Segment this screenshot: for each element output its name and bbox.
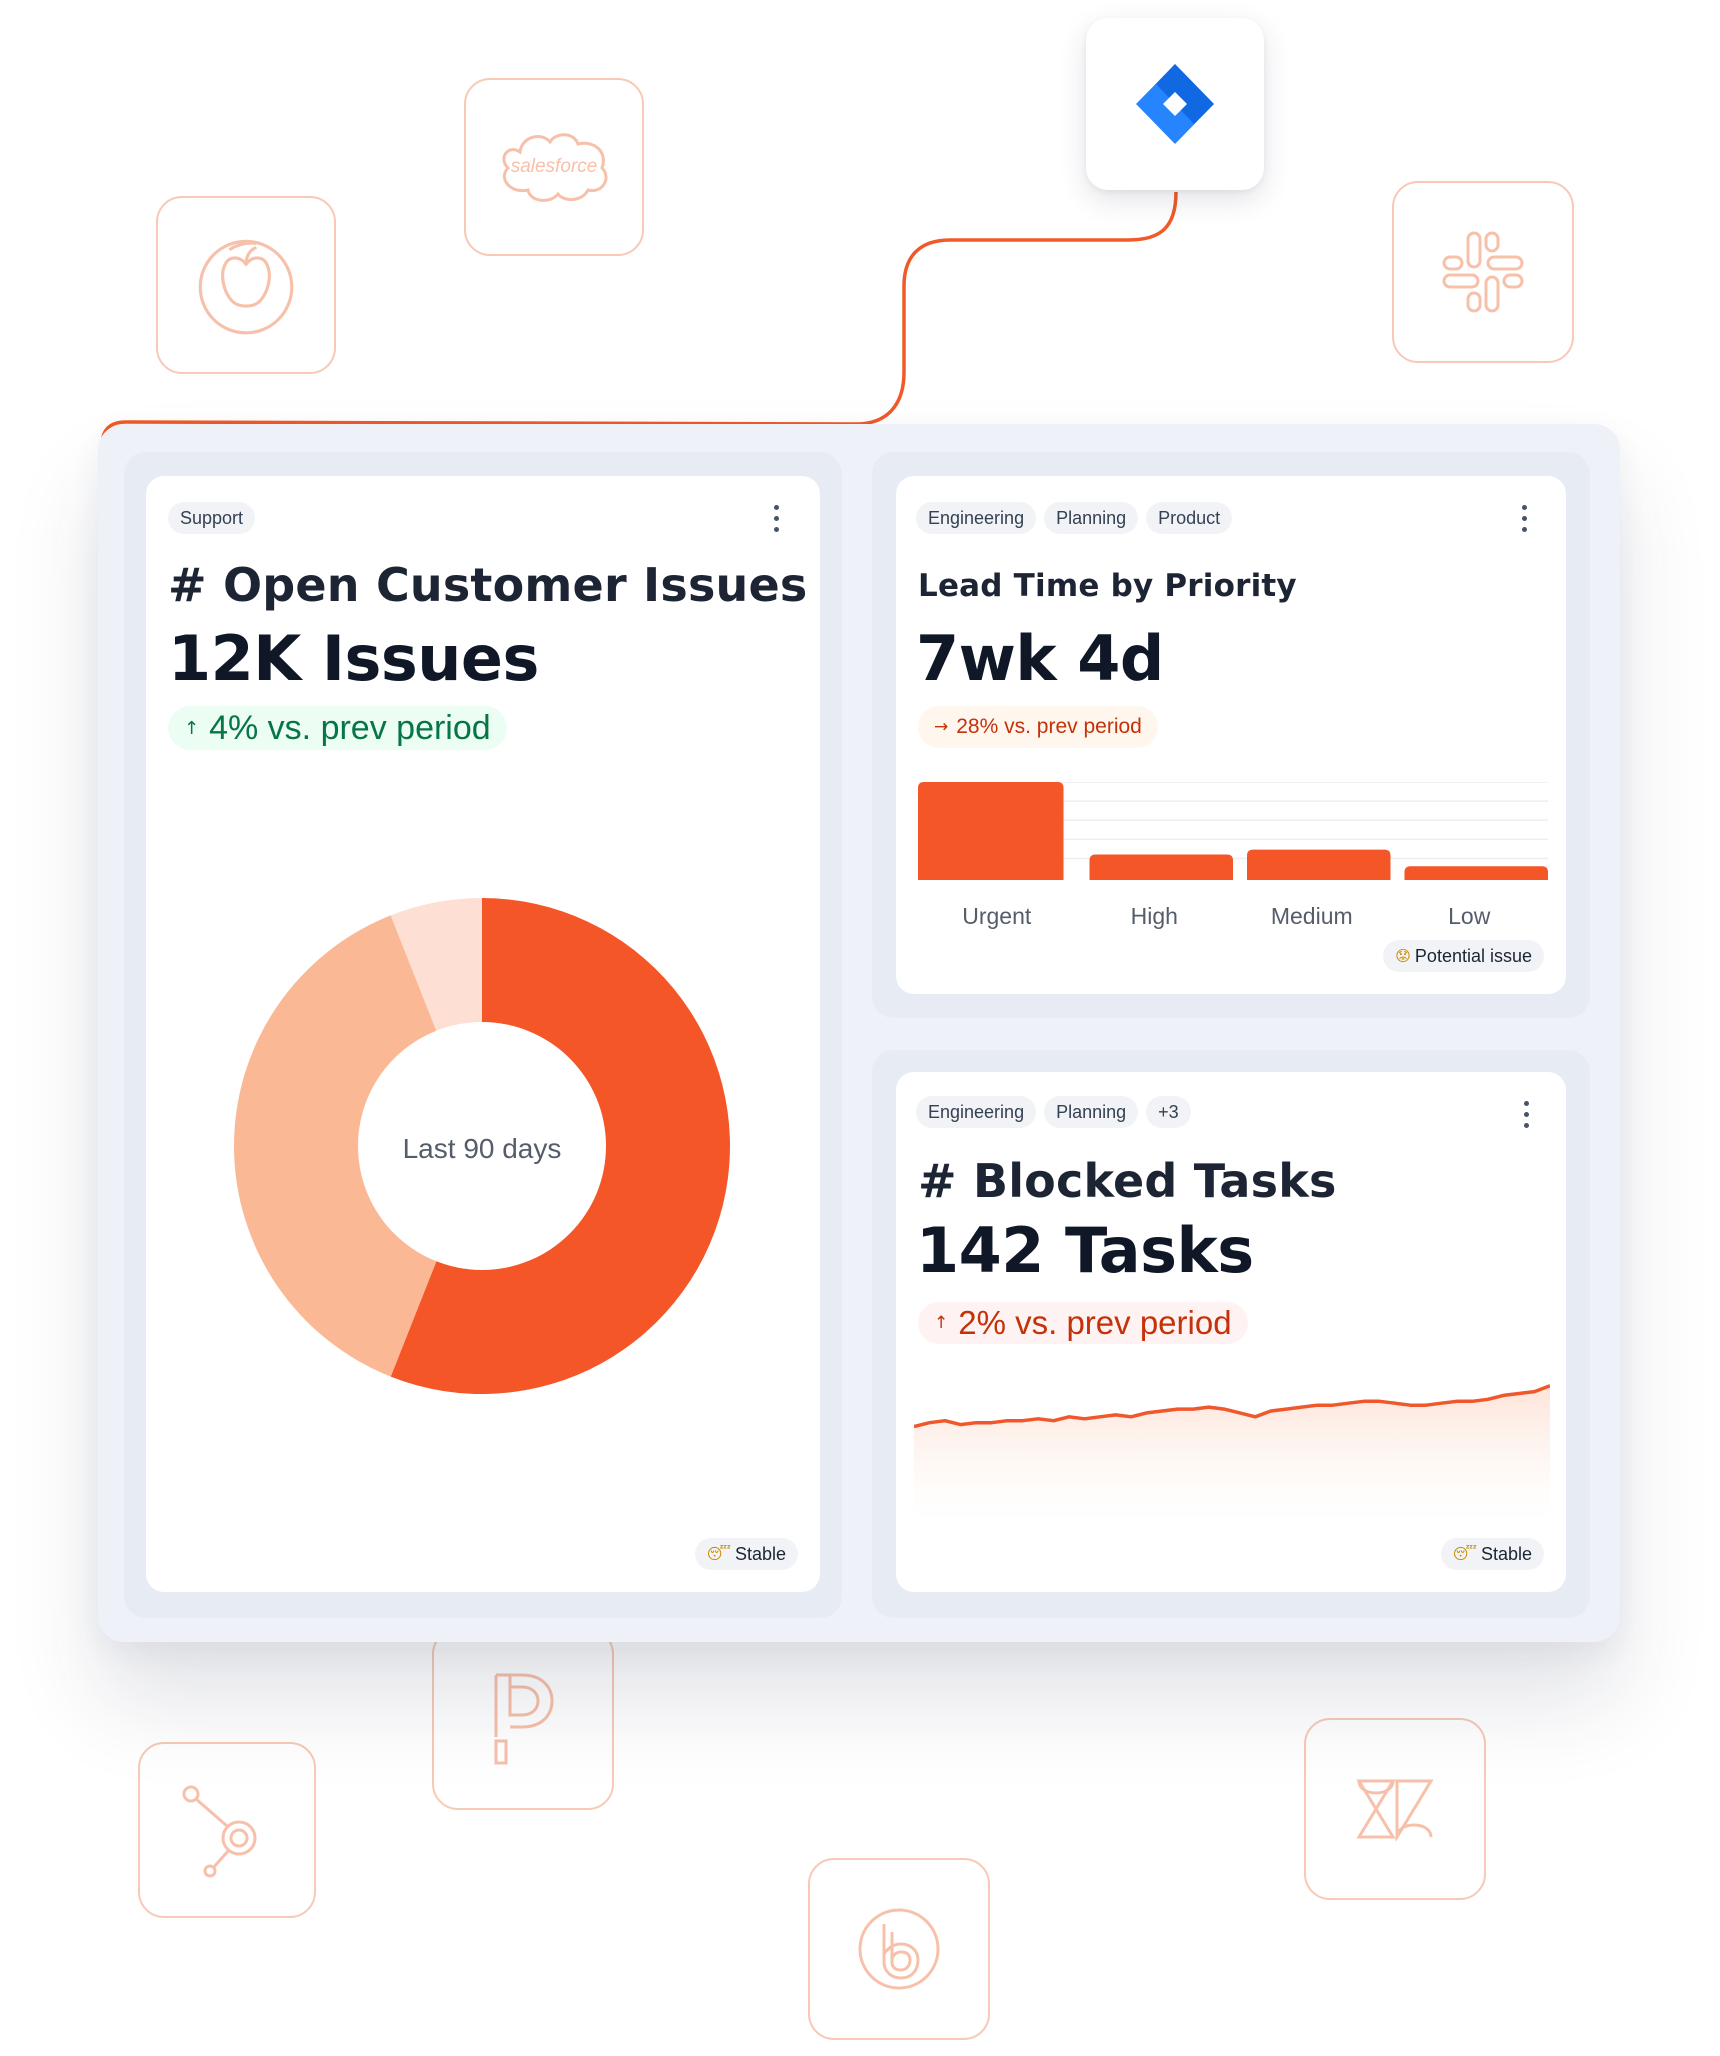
hubspot-tile bbox=[138, 1742, 316, 1918]
blocked-tasks-area-chart bbox=[914, 1384, 1550, 1522]
arrow-up-icon: ↑ bbox=[184, 717, 200, 739]
bar-high[interactable] bbox=[1089, 854, 1234, 880]
bar-label-urgent: Urgent bbox=[962, 903, 1032, 929]
blocked-tasks-menu-button[interactable] bbox=[1516, 1094, 1536, 1134]
donut-hole bbox=[358, 1022, 606, 1270]
arrow-up-icon: ↑ bbox=[934, 1313, 949, 1333]
pipedrive-tile bbox=[432, 1628, 614, 1810]
blocked-tasks-status-badge: 😴 Stable bbox=[1440, 1538, 1544, 1570]
lead-time-tags: Engineering Planning Product bbox=[916, 502, 1233, 534]
bar-urgent[interactable] bbox=[918, 782, 1064, 880]
tag-planning[interactable]: Planning bbox=[1044, 502, 1139, 534]
tag-support[interactable]: Support bbox=[168, 502, 256, 534]
zendesk-icon bbox=[1356, 1779, 1434, 1841]
lead-time-status-text: Potential issue bbox=[1414, 945, 1532, 966]
jira-tile[interactable] bbox=[1086, 18, 1264, 190]
lead-time-delta-text: 28% vs. prev period bbox=[956, 715, 1142, 738]
salesforce-tile: salesforce bbox=[464, 78, 644, 256]
sleeping-face-icon: 😴 bbox=[1452, 1545, 1477, 1563]
open-issues-delta-badge: ↑ 4% vs. prev period bbox=[168, 706, 507, 750]
open-issues-card[interactable]: Support # Open Customer Issues 12K Issue… bbox=[146, 476, 820, 1592]
lead-time-card[interactable]: Engineering Planning Product Lead Time b… bbox=[896, 476, 1566, 994]
bigtime-icon bbox=[858, 1908, 940, 1990]
area-chart-fill bbox=[914, 1385, 1550, 1522]
blocked-tasks-status-text: Stable bbox=[1480, 1543, 1532, 1564]
open-issues-donut-chart: Last 90 days bbox=[234, 898, 730, 1394]
blocked-tasks-title: # Blocked Tasks bbox=[918, 1154, 1337, 1208]
donut-center-label: Last 90 days bbox=[403, 1133, 562, 1164]
lead-time-delta-badge: → 28% vs. prev period bbox=[918, 706, 1158, 748]
bar-low[interactable] bbox=[1404, 866, 1549, 880]
slack-icon bbox=[1442, 231, 1524, 313]
lead-time-title: Lead Time by Priority bbox=[918, 568, 1297, 604]
bigtime-tile bbox=[808, 1858, 990, 2040]
open-issues-status-text: Stable bbox=[734, 1543, 786, 1564]
lead-time-status-badge: 😟 Potential issue bbox=[1383, 940, 1544, 972]
salesforce-icon: salesforce bbox=[502, 133, 608, 202]
zendesk-tile bbox=[1304, 1718, 1486, 1900]
tag-product[interactable]: Product bbox=[1146, 502, 1233, 534]
blocked-tasks-card[interactable]: Engineering Planning +3 # Blocked Tasks … bbox=[896, 1072, 1566, 1592]
bar-label-low: Low bbox=[1448, 903, 1491, 929]
blocked-tasks-delta-text: 2% vs. prev period bbox=[958, 1304, 1232, 1341]
arrow-right-icon: → bbox=[934, 717, 949, 737]
tag-planning[interactable]: Planning bbox=[1044, 1096, 1139, 1128]
slack-tile bbox=[1392, 181, 1574, 363]
apple-icon bbox=[198, 239, 294, 335]
sleeping-face-icon: 😴 bbox=[706, 1545, 731, 1563]
open-issues-menu-button[interactable] bbox=[766, 498, 786, 538]
open-issues-value: 12K Issues bbox=[168, 622, 539, 695]
hubspot-icon bbox=[182, 1785, 257, 1878]
open-issues-status-badge: 😴 Stable bbox=[694, 1538, 798, 1570]
lead-time-menu-button[interactable] bbox=[1514, 498, 1534, 538]
open-issues-delta-text: 4% vs. prev period bbox=[209, 708, 491, 747]
tag-more[interactable]: +3 bbox=[1146, 1096, 1191, 1128]
tag-engineering[interactable]: Engineering bbox=[916, 1096, 1037, 1128]
salesforce-wordmark: salesforce bbox=[511, 156, 598, 177]
pipedrive-icon bbox=[494, 1673, 554, 1765]
worried-face-icon: 😟 bbox=[1395, 947, 1411, 965]
open-issues-title: # Open Customer Issues bbox=[168, 558, 808, 612]
jira-icon bbox=[1136, 64, 1214, 144]
apple-tile bbox=[156, 196, 336, 374]
lead-time-bar-chart: Urgent High Medium Low bbox=[918, 782, 1549, 929]
lead-time-value: 7wk 4d bbox=[916, 622, 1164, 695]
bar-medium[interactable] bbox=[1247, 849, 1391, 880]
tag-engineering[interactable]: Engineering bbox=[916, 502, 1037, 534]
area-chart-line bbox=[914, 1384, 1550, 1429]
open-issues-tags: Support bbox=[168, 502, 256, 534]
bar-label-high: High bbox=[1131, 903, 1178, 929]
bar-label-medium: Medium bbox=[1271, 903, 1353, 929]
blocked-tasks-value: 142 Tasks bbox=[916, 1214, 1254, 1287]
blocked-tasks-tags: Engineering Planning +3 bbox=[916, 1096, 1191, 1128]
blocked-tasks-delta-badge: ↑ 2% vs. prev period bbox=[918, 1302, 1248, 1344]
